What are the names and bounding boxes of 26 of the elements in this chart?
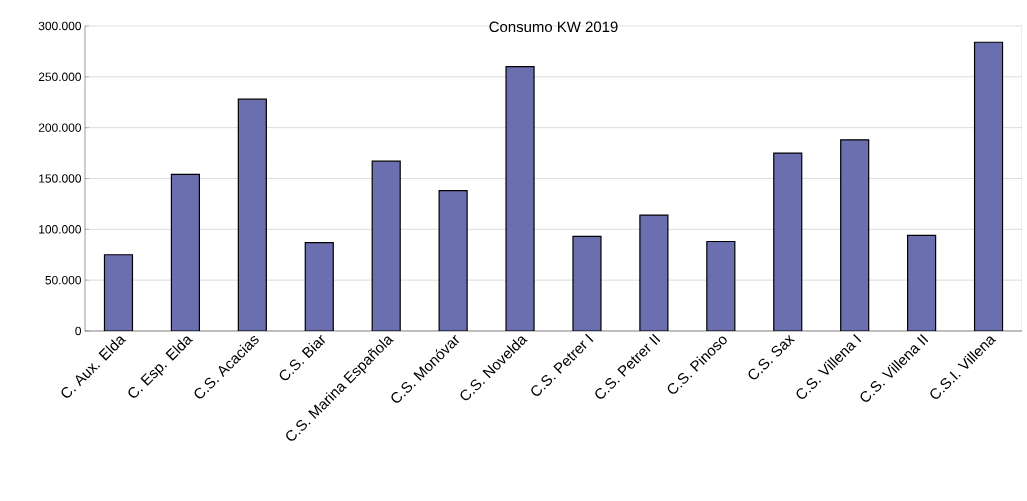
bar bbox=[973, 41, 1004, 331]
chart-title: Consumo KW 2019 bbox=[489, 21, 618, 33]
bar bbox=[170, 173, 200, 331]
bar bbox=[572, 235, 602, 331]
bar bbox=[907, 234, 937, 331]
x-tick-label: C.S. Sax bbox=[748, 334, 796, 380]
y-tick-label: 150.000 bbox=[39, 174, 82, 183]
x-tick-label: C. Aux. Elda bbox=[61, 336, 127, 398]
y-tick-label: 250.000 bbox=[38, 72, 82, 82]
bar bbox=[103, 254, 134, 331]
bar bbox=[438, 190, 468, 331]
bar bbox=[639, 214, 669, 331]
bar bbox=[304, 241, 334, 331]
x-tick-label: C.S. Biar bbox=[279, 334, 326, 381]
y-tick-label: 100.000 bbox=[39, 225, 82, 234]
y-tick-label: 50.000 bbox=[45, 275, 82, 285]
bar bbox=[706, 240, 736, 331]
y-tick-label: 300.000 bbox=[38, 21, 82, 31]
bar bbox=[505, 66, 535, 331]
bar bbox=[371, 160, 401, 331]
bar bbox=[840, 139, 870, 331]
bar bbox=[773, 152, 803, 331]
x-tick-label: C. Esp. Elda bbox=[128, 336, 194, 398]
bar bbox=[237, 98, 267, 331]
y-tick-label: 0 bbox=[75, 326, 82, 336]
y-tick-label: 200.000 bbox=[38, 123, 82, 132]
